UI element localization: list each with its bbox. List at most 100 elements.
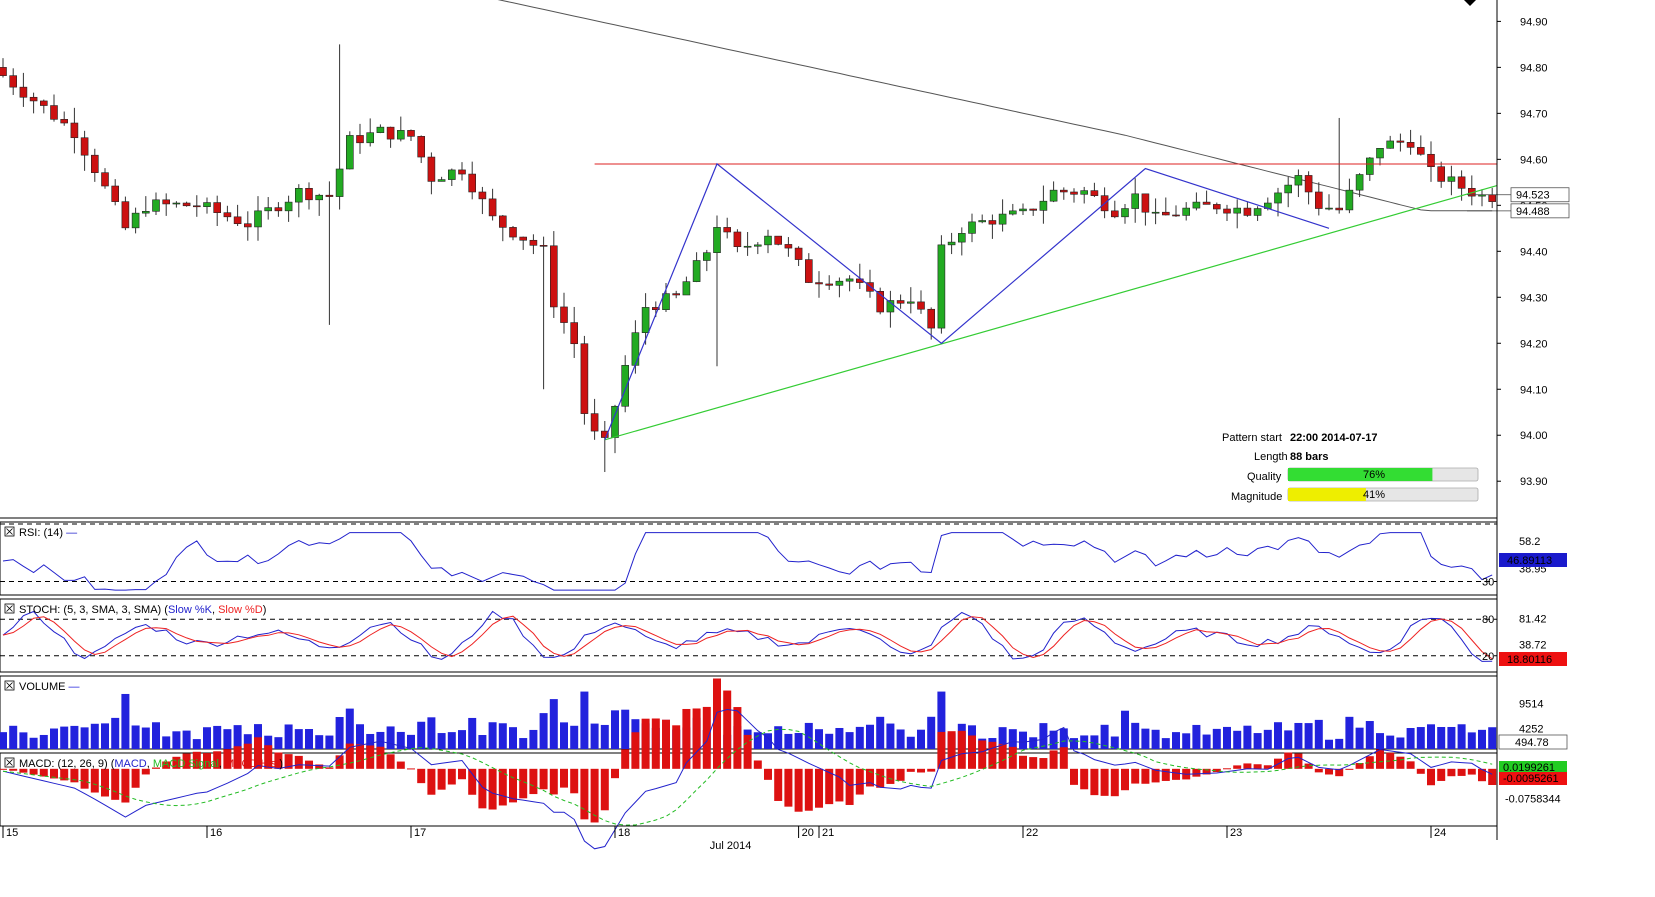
volume-bar xyxy=(1212,728,1221,749)
macd-hist-bar xyxy=(549,768,558,795)
candle xyxy=(447,168,456,187)
time-tick-label: 24 xyxy=(1434,827,1446,839)
candle-body-bearish xyxy=(223,212,232,218)
candle-body-bearish xyxy=(1437,166,1445,182)
volume-bar xyxy=(1365,721,1374,749)
macd-hist-bar xyxy=(753,760,762,769)
macd-hist-bar xyxy=(243,743,252,769)
macd-hist-bar xyxy=(50,768,58,779)
candle-body-bullish xyxy=(998,213,1007,225)
candle xyxy=(366,118,375,147)
volume-bar xyxy=(1121,710,1129,749)
candle-body-bearish xyxy=(39,100,48,106)
candle-body-bullish xyxy=(335,168,344,197)
candle xyxy=(1111,200,1119,219)
candle xyxy=(498,214,507,242)
candle-body-bearish xyxy=(427,156,436,182)
macd-hist-bar xyxy=(896,768,905,781)
candle xyxy=(1396,133,1405,152)
rsi-panel-frame xyxy=(0,521,1498,596)
macd-hist-bar xyxy=(90,768,99,793)
stoch-panel: STOCH: (5, 3, SMA, 3, SMA) (Slow %K, Slo… xyxy=(0,598,1567,673)
candle-body-bearish xyxy=(1172,214,1180,217)
candle xyxy=(1345,178,1354,214)
candle-body-bearish xyxy=(549,245,558,308)
candle xyxy=(345,131,354,170)
price-panel: 94.9094.8094.7094.6094.5094.4094.3094.20… xyxy=(0,0,1570,519)
candle-body-bearish xyxy=(91,154,99,173)
candle-body-bullish xyxy=(835,280,844,286)
candle xyxy=(386,126,395,148)
volume-bar xyxy=(254,724,262,749)
candle-body-bullish xyxy=(254,210,262,228)
volume-bar xyxy=(1406,728,1415,749)
macd-hist-bar xyxy=(356,744,364,769)
volume-bar xyxy=(468,717,477,749)
scroll-marker-icon[interactable] xyxy=(1464,0,1476,6)
macd-hist-bar xyxy=(927,768,936,772)
volume-bar xyxy=(447,732,456,749)
macd-hist-bar xyxy=(682,708,691,769)
macd-hist-bar xyxy=(1304,763,1313,769)
time-tick-label: 21 xyxy=(822,827,834,839)
candle xyxy=(1070,188,1078,203)
candle-body-bearish xyxy=(458,169,466,175)
volume-current-box: 494.78 xyxy=(1498,734,1568,750)
month-label: Jul 2014 xyxy=(710,840,752,852)
macd-hist-bar xyxy=(1161,768,1170,781)
macd-hist-bar xyxy=(19,768,28,773)
candle-body-bullish xyxy=(172,202,181,205)
candle xyxy=(213,195,221,227)
candle-body-bearish xyxy=(1243,207,1252,216)
candle-body-bearish xyxy=(580,343,589,414)
volume-bar xyxy=(141,727,150,749)
macd-hist-bar xyxy=(121,768,130,803)
macd-hist-bar xyxy=(1100,768,1109,796)
macd-hist-bar xyxy=(203,753,211,769)
macd-hist-bar xyxy=(192,751,201,769)
volume-bar xyxy=(1284,730,1293,749)
candle xyxy=(1090,182,1099,198)
indicator-title: STOCH: (5, 3, SMA, 3, SMA) (Slow %K, Slo… xyxy=(19,604,266,616)
macd-hist-bar xyxy=(437,768,446,790)
candle xyxy=(1315,182,1323,216)
candle-body-bullish xyxy=(315,194,324,201)
price-tick-label: 94.80 xyxy=(1520,62,1548,74)
macd-hist-bar xyxy=(141,768,150,775)
macd-hist-bar xyxy=(274,752,283,769)
candle-body-bullish xyxy=(1294,175,1303,186)
candle-body-bullish xyxy=(1386,140,1394,149)
candle xyxy=(223,205,232,222)
magnitude-bar: 41% xyxy=(1287,487,1479,502)
candle xyxy=(815,271,823,298)
volume-bar xyxy=(39,734,48,749)
svg-text:-0.0095261: -0.0095261 xyxy=(1503,773,1559,785)
candle-body-bullish xyxy=(906,301,915,304)
volume-bar xyxy=(203,727,211,749)
candle xyxy=(1335,117,1343,214)
macd-hist-bar xyxy=(702,706,711,769)
candle xyxy=(9,68,17,95)
candle xyxy=(529,234,538,255)
macd-signal-box: -0.0095261 xyxy=(1499,772,1567,785)
volume-bar xyxy=(305,729,313,749)
stoch-tick-label: 38.72 xyxy=(1519,639,1547,651)
candle-body-bearish xyxy=(733,231,742,248)
candle xyxy=(1008,203,1017,216)
price-plot-area xyxy=(0,0,1497,519)
price-tick-label: 93.90 xyxy=(1520,476,1548,488)
svg-text:18.80116: 18.80116 xyxy=(1507,654,1552,666)
macd-hist-bar xyxy=(407,768,415,770)
magnitude-label: Magnitude xyxy=(1231,491,1282,503)
macd-hist-bar xyxy=(876,768,885,788)
candle-body-bullish xyxy=(662,293,670,311)
macd-hist-bar xyxy=(1294,753,1303,769)
volume-bar xyxy=(1100,724,1109,749)
macd-hist-bar xyxy=(570,768,579,794)
candle xyxy=(723,217,732,239)
volume-bar xyxy=(1008,729,1017,749)
candle-body-bullish xyxy=(142,210,150,214)
macd-hist-bar xyxy=(1253,764,1262,769)
volume-bar xyxy=(825,733,834,749)
candle-body-bullish xyxy=(1151,211,1160,214)
